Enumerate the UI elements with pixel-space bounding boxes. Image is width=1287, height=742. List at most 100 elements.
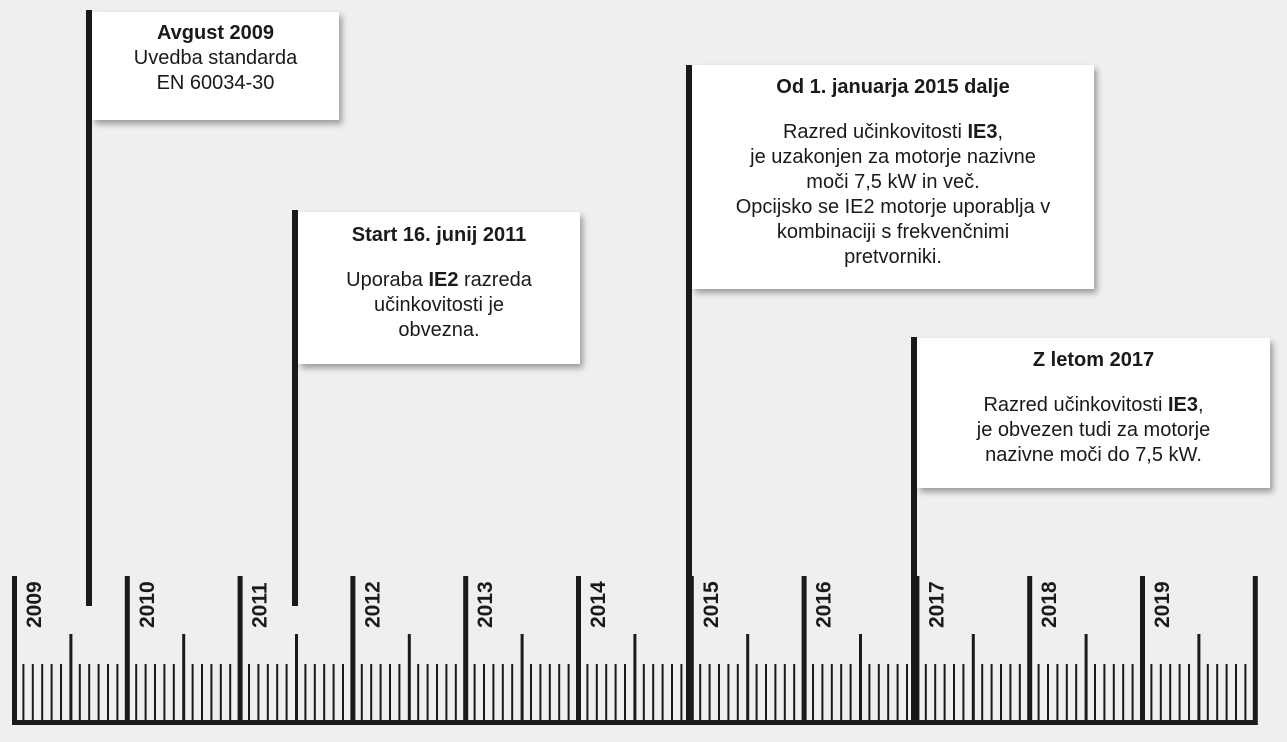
- month-tick: [163, 664, 166, 720]
- month-tick: [285, 664, 288, 720]
- half-year-tick: [633, 634, 637, 720]
- month-tick: [1188, 664, 1190, 720]
- half-year-tick: [971, 634, 975, 720]
- year-label-2011: 2011: [249, 582, 272, 628]
- month-tick: [943, 664, 946, 720]
- month-tick: [586, 664, 589, 720]
- year-label-2019: 2019: [1151, 581, 1174, 628]
- month-tick: [1216, 664, 1219, 720]
- month-tick: [417, 664, 420, 720]
- event-text-line: Uporaba IE2 razreda: [346, 269, 532, 291]
- month-tick: [210, 664, 213, 720]
- month-tick: [783, 664, 786, 720]
- month-tick: [812, 664, 814, 720]
- half-year-tick: [182, 634, 186, 720]
- year-tick: [1252, 576, 1258, 720]
- event-text-line: učinkovitosti je: [373, 294, 505, 316]
- month-tick: [116, 664, 119, 720]
- month-tick: [699, 664, 702, 720]
- event-title: Start 16. junij 2011: [351, 224, 527, 246]
- year-label-2009: 2009: [23, 581, 46, 628]
- month-tick: [492, 664, 495, 720]
- month-tick: [370, 664, 373, 720]
- month-tick: [78, 664, 81, 720]
- month-tick: [1150, 664, 1153, 720]
- year-label-2018: 2018: [1038, 581, 1061, 628]
- year-tick: [576, 576, 581, 720]
- month-tick: [248, 664, 250, 720]
- event-line-2011: [292, 210, 298, 606]
- year-label-2014: 2014: [587, 581, 610, 628]
- half-year-tick: [746, 634, 750, 720]
- month-tick: [201, 664, 203, 720]
- month-tick: [1112, 664, 1115, 720]
- month-tick: [426, 664, 429, 720]
- month-tick: [981, 664, 984, 720]
- month-tick: [323, 664, 326, 720]
- year-label-2016: 2016: [813, 581, 836, 628]
- month-tick: [755, 664, 758, 720]
- month-tick: [1206, 664, 1209, 720]
- month-tick: [31, 664, 34, 720]
- event-title: Od 1. januarja 2015 dalje: [776, 76, 1010, 98]
- half-year-tick: [295, 634, 298, 720]
- month-tick: [1075, 664, 1078, 720]
- month-tick: [1018, 664, 1021, 720]
- month-tick: [1122, 664, 1125, 720]
- month-tick: [22, 664, 25, 720]
- month-tick: [1244, 664, 1247, 720]
- month-tick: [1235, 664, 1237, 720]
- year-label-2015: 2015: [700, 581, 723, 628]
- month-tick: [445, 664, 448, 720]
- month-tick: [154, 664, 156, 720]
- year-tick: [124, 576, 130, 720]
- month-tick: [172, 664, 175, 720]
- month-tick: [661, 664, 664, 720]
- month-tick: [473, 664, 476, 720]
- half-year-tick: [1197, 634, 1201, 720]
- year-tick: [1027, 576, 1033, 720]
- event-line-2009: [86, 10, 92, 606]
- event-text-line: moči 7,5 kW in več.: [806, 171, 980, 193]
- month-tick: [332, 664, 335, 720]
- event-text-line: Razred učinkovitosti IE3,: [782, 121, 1004, 143]
- month-tick: [671, 664, 673, 720]
- month-tick: [88, 664, 91, 720]
- month-tick: [727, 664, 730, 720]
- month-tick: [276, 664, 279, 720]
- month-tick: [1094, 664, 1096, 720]
- month-tick: [821, 664, 824, 720]
- month-tick: [107, 664, 109, 720]
- event-text-line: nazivne moči do 7,5 kW.: [985, 444, 1202, 466]
- half-year-tick: [859, 634, 862, 720]
- month-tick: [906, 664, 908, 720]
- month-tick: [605, 664, 608, 720]
- month-tick: [501, 664, 504, 720]
- month-tick: [304, 664, 307, 720]
- event-text-line: kombinaciji s frekvenčnimi: [776, 221, 1010, 243]
- month-tick: [896, 664, 899, 720]
- month-tick: [342, 664, 344, 720]
- half-year-tick: [520, 634, 524, 720]
- ruler-baseline: [12, 720, 1258, 725]
- month-tick: [924, 664, 927, 720]
- month-tick: [483, 664, 485, 720]
- event-title: Avgust 2009: [156, 22, 275, 44]
- month-tick: [1000, 664, 1002, 720]
- month-tick: [962, 664, 965, 720]
- month-tick: [191, 664, 194, 720]
- event-text-line: Uvedba standarda: [133, 47, 298, 69]
- month-tick: [50, 664, 53, 720]
- month-tick: [1056, 664, 1059, 720]
- month-tick: [849, 664, 852, 720]
- year-label-2012: 2012: [361, 581, 384, 628]
- month-tick: [219, 664, 222, 720]
- month-tick: [567, 664, 570, 720]
- month-tick: [934, 664, 937, 720]
- event-line-2015: [686, 65, 692, 720]
- month-tick: [398, 664, 401, 720]
- month-tick: [793, 664, 796, 720]
- efficiency-class-label: IE2: [428, 269, 459, 291]
- month-tick: [60, 664, 62, 720]
